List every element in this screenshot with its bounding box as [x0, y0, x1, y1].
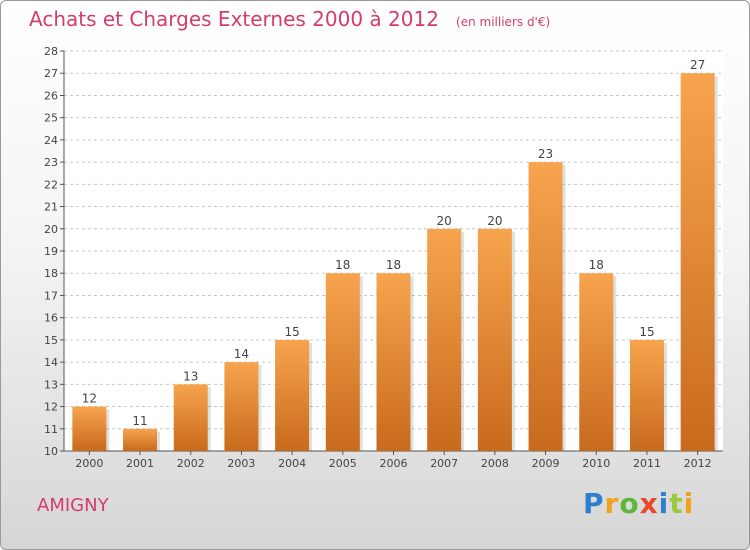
x-tick-label: 2008 — [481, 457, 509, 470]
y-tick-label: 11 — [44, 423, 58, 436]
data-label: 20 — [487, 214, 502, 228]
y-tick-label: 22 — [44, 178, 58, 191]
x-tick-label: 2011 — [633, 457, 661, 470]
y-tick-label: 28 — [44, 45, 58, 58]
y-tick-label: 12 — [44, 401, 58, 414]
bar — [680, 73, 715, 451]
x-tick-label: 2004 — [278, 457, 306, 470]
y-tick-label: 24 — [44, 134, 58, 147]
data-label: 20 — [437, 214, 452, 228]
x-tick-label: 2006 — [380, 457, 408, 470]
bar — [275, 339, 310, 451]
y-tick-label: 21 — [44, 201, 58, 214]
proxiti-logo: Proxiti — [583, 487, 695, 520]
chart-title-block: Achats et Charges Externes 2000 à 2012 (… — [29, 7, 550, 31]
y-tick-label: 23 — [44, 156, 58, 169]
y-tick-label: 13 — [44, 378, 58, 391]
x-tick-label: 2000 — [75, 457, 103, 470]
bar — [528, 162, 563, 451]
y-tick-label: 14 — [44, 356, 58, 369]
data-label: 15 — [639, 325, 654, 339]
x-tick-label: 2002 — [177, 457, 205, 470]
chart-title: Achats et Charges Externes 2000 à 2012 — [29, 7, 439, 31]
data-label: 15 — [284, 325, 299, 339]
bar — [477, 228, 512, 451]
bar — [123, 428, 158, 451]
commune-name: AMIGNY — [37, 495, 109, 516]
chart-unit: (en milliers d'€) — [456, 15, 551, 29]
bar — [376, 273, 411, 451]
y-tick-label: 18 — [44, 267, 58, 280]
y-tick-label: 15 — [44, 334, 58, 347]
y-tick-label: 17 — [44, 289, 58, 302]
data-label: 12 — [82, 392, 97, 406]
y-tick-label: 20 — [44, 223, 58, 236]
data-label: 13 — [183, 369, 198, 383]
bar — [579, 273, 614, 451]
bar — [325, 273, 360, 451]
bar — [427, 228, 462, 451]
y-tick-label: 26 — [44, 89, 58, 102]
data-label: 18 — [335, 258, 350, 272]
y-tick-label: 27 — [44, 67, 58, 80]
bar — [72, 406, 107, 451]
y-tick-label: 19 — [44, 245, 58, 258]
data-label: 18 — [589, 258, 604, 272]
data-label: 27 — [690, 58, 705, 72]
bar — [629, 339, 664, 451]
data-label: 14 — [234, 347, 249, 361]
x-tick-label: 2012 — [684, 457, 712, 470]
x-tick-label: 2003 — [227, 457, 255, 470]
bar — [173, 384, 208, 451]
y-tick-label: 16 — [44, 312, 58, 325]
y-tick-label: 25 — [44, 112, 58, 125]
bar — [224, 362, 259, 451]
data-label: 23 — [538, 147, 553, 161]
x-tick-label: 2005 — [329, 457, 357, 470]
data-label: 18 — [386, 258, 401, 272]
x-tick-label: 2001 — [126, 457, 154, 470]
data-label: 11 — [132, 414, 147, 428]
x-tick-label: 2009 — [532, 457, 560, 470]
x-tick-label: 2007 — [430, 457, 458, 470]
x-tick-label: 2010 — [582, 457, 610, 470]
y-tick-label: 10 — [44, 445, 58, 458]
